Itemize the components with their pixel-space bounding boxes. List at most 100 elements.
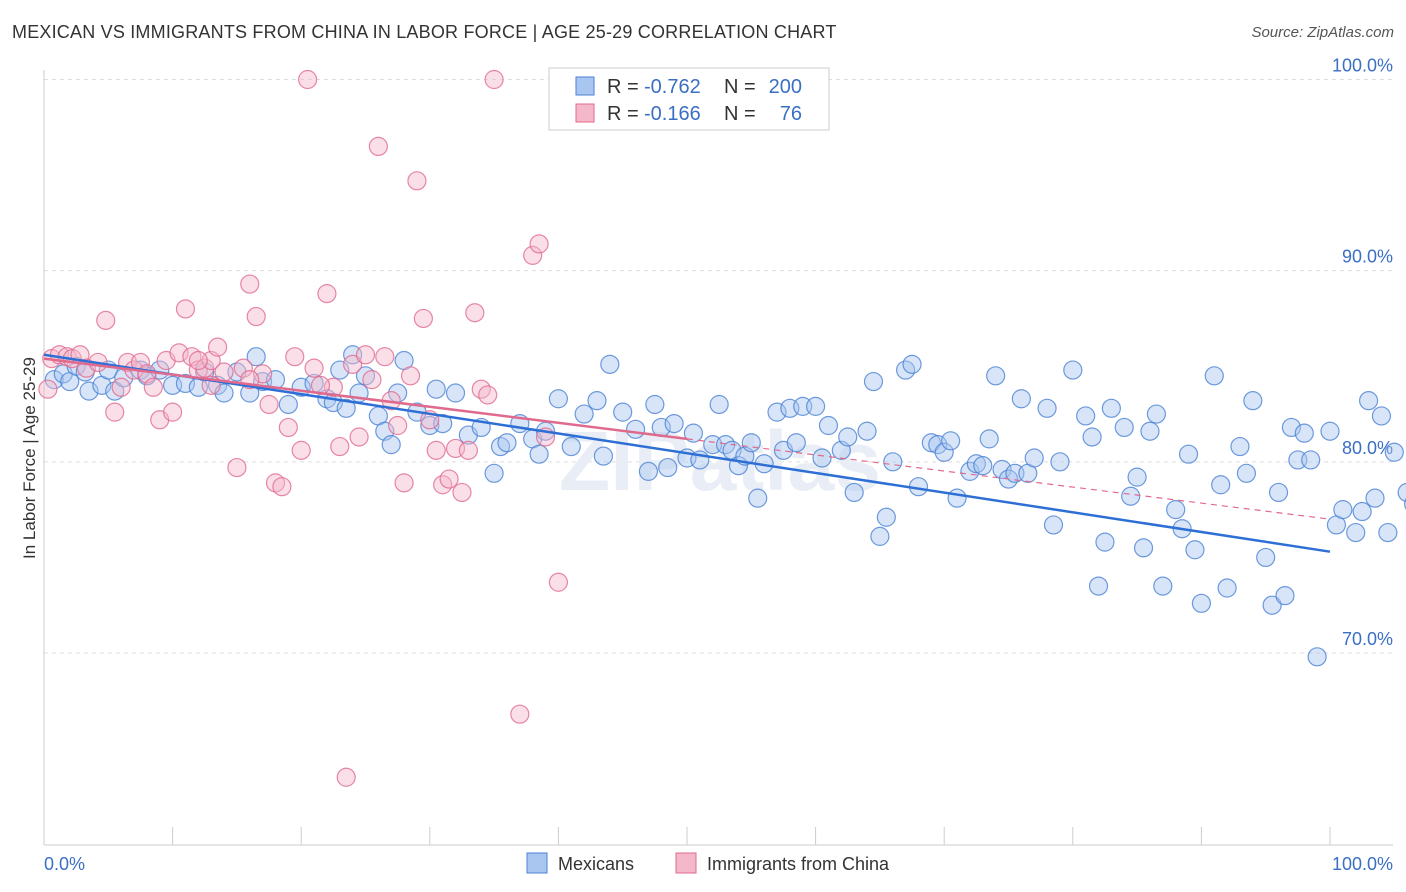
mexicans-point	[1243, 391, 1263, 411]
china-point	[439, 469, 459, 489]
mexicans-point	[992, 459, 1012, 480]
china-trend-line	[43, 357, 688, 441]
mexicans-point	[484, 463, 504, 483]
bottom-legend-swatch-china	[675, 852, 697, 874]
mexicans-point	[818, 415, 839, 436]
mexicans-point	[625, 419, 646, 439]
mexicans-point	[497, 433, 517, 453]
legend-r-value-2: -0.166	[644, 103, 701, 125]
mexicans-point	[857, 421, 877, 441]
mexicans-point	[278, 394, 298, 415]
mexicans-point	[870, 526, 890, 546]
china-point	[458, 440, 478, 460]
china-point	[484, 69, 504, 90]
mexicans-point	[587, 391, 607, 411]
china-point	[38, 379, 58, 399]
china-point	[400, 366, 421, 386]
china-point	[388, 415, 408, 436]
china-point	[407, 171, 427, 191]
mexicans-point	[1140, 421, 1160, 441]
mexicans-point	[336, 398, 356, 418]
china-point	[175, 299, 196, 319]
legend-box: R = -0.762 N = 200 R = -0.166 N = 76	[548, 67, 830, 131]
gridlines: 70.0% 80.0% 90.0% 100.0%	[44, 56, 1395, 654]
mexicans-point	[613, 402, 633, 422]
china-point	[452, 482, 472, 503]
mexicans-point	[1191, 593, 1212, 613]
mexicans-point	[928, 435, 948, 455]
source-label: Source: ZipAtlas.com	[1251, 24, 1394, 41]
mexicans-trend-line	[43, 353, 1331, 553]
mexicans-point	[1236, 463, 1257, 483]
mexicans-point	[941, 431, 961, 451]
mexicans-point	[883, 452, 903, 472]
mexicans-point	[1088, 576, 1109, 596]
china-point	[285, 347, 305, 367]
mexicans-point	[1230, 436, 1250, 457]
mexicans-point	[1275, 586, 1295, 606]
mexicans-point	[1268, 482, 1289, 503]
china-point	[413, 308, 433, 329]
mexicans-point	[1050, 452, 1070, 472]
mexicans-point	[175, 373, 196, 394]
mexicans-point	[1346, 522, 1366, 543]
mexicans-point	[1185, 540, 1205, 560]
mexicans-point	[600, 354, 620, 374]
mexicans-point	[1146, 404, 1166, 424]
mexicans-point	[381, 435, 401, 455]
mexicans-point	[1011, 389, 1031, 409]
mexicans-point	[986, 366, 1006, 386]
mexicans-point	[1358, 391, 1379, 411]
mexicans-point	[1082, 427, 1102, 447]
china-point	[214, 362, 234, 382]
legend-r-label-2: R =	[607, 103, 639, 125]
china-point	[317, 284, 337, 304]
mexicans-point	[838, 427, 858, 447]
trend-lines	[43, 353, 1331, 553]
mexicans-point	[1095, 532, 1115, 552]
mexicans-point	[979, 429, 999, 449]
china-point	[246, 306, 266, 327]
china-point	[208, 337, 228, 357]
mexicans-point	[1333, 500, 1353, 520]
china-point	[227, 457, 247, 478]
china-point	[291, 440, 311, 460]
mexicans-point	[426, 379, 446, 399]
y-axis-title: In Labor Force | Age 25-29	[20, 357, 39, 559]
mexicans-point	[1024, 448, 1044, 468]
mexicans-point	[1101, 398, 1121, 418]
mexicans-point	[1204, 366, 1224, 386]
mexicans-point	[863, 371, 884, 392]
mexicans-point	[574, 404, 594, 424]
china-point	[349, 427, 369, 447]
mexicans-point	[1114, 417, 1134, 438]
mexicans-point	[1153, 576, 1173, 596]
china-point	[259, 394, 279, 415]
china-trend-line-dashed	[686, 438, 1331, 520]
mexicans-point	[876, 507, 896, 527]
china-point	[143, 377, 163, 397]
mexicans-point	[548, 389, 569, 409]
china-point	[343, 354, 363, 374]
mexicans-point	[658, 457, 678, 478]
china-point	[96, 310, 116, 330]
mexicans-point	[1365, 488, 1385, 508]
china-point	[368, 136, 388, 157]
y-tick-label: 90.0%	[1342, 247, 1393, 267]
mexicans-point	[246, 347, 266, 367]
y-tick-label: 100.0%	[1332, 56, 1393, 76]
china-point	[233, 358, 253, 378]
china-point	[169, 343, 189, 363]
china-point	[188, 350, 208, 371]
y-tick-label: 70.0%	[1342, 629, 1393, 649]
china-point	[240, 274, 260, 294]
legend-n-label-2: N =	[724, 103, 756, 125]
mexicans-point	[1063, 360, 1083, 380]
axes	[43, 70, 1393, 846]
china-point	[362, 370, 382, 390]
mexicans-point	[445, 383, 466, 403]
mexicans-point	[1211, 475, 1231, 495]
mexicans-point	[973, 456, 993, 476]
mexicans-point	[1352, 501, 1372, 522]
